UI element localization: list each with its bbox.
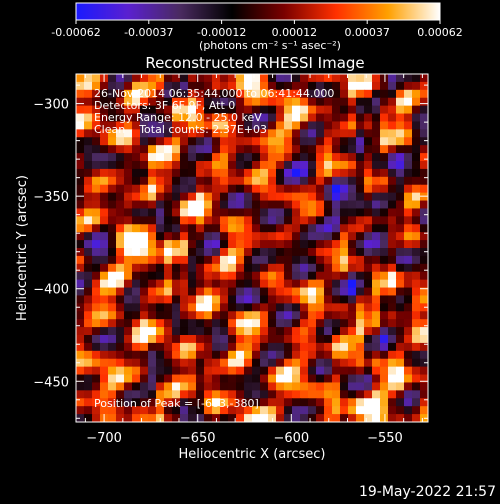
- colorbar-ticks: [75, 20, 441, 24]
- image-map: [76, 74, 428, 422]
- info-clean-counts: Clean Total counts: 2.37E+03: [94, 123, 267, 136]
- footer-timestamp: 19-May-2022 21:57: [359, 484, 496, 500]
- info-detectors: Detectors: 3F 6F 9F, Att 0: [94, 99, 235, 112]
- axis-ticks: [76, 74, 428, 422]
- x-tick-label: −650: [180, 431, 216, 446]
- x-tick-label: −600: [273, 431, 309, 446]
- plot-frame: [75, 73, 429, 423]
- info-time-range: 26-Nov-2014 06:35:44.000 to 06:41:44.000: [94, 87, 334, 100]
- y-tick-label: −350: [33, 190, 69, 205]
- colorbar-tick-label: 0.00037: [344, 26, 390, 39]
- x-tick-label: −550: [367, 431, 403, 446]
- x-axis-label: Heliocentric X (arcsec): [179, 447, 326, 462]
- colorbar-tick-label: -0.00062: [51, 26, 100, 39]
- y-tick-labels: −300 −350 −400 −450: [33, 98, 69, 391]
- x-tick-labels: −700 −650 −600 −550: [86, 431, 403, 446]
- colorbar-tick-labels: -0.00062 -0.00037 -0.00012 0.00012 0.000…: [51, 26, 462, 39]
- plot-title: Reconstructed RHESSI Image: [145, 54, 364, 72]
- colorbar-tick-label: 0.00012: [272, 26, 318, 39]
- colorbar-tick-label: 0.00062: [417, 26, 463, 39]
- info-block: 26-Nov-2014 06:35:44.000 to 06:41:44.000…: [94, 87, 334, 410]
- y-tick-label: −300: [33, 98, 69, 113]
- colorbar-tick-label: -0.00012: [197, 26, 246, 39]
- colorbar-tick-label: -0.00037: [124, 26, 173, 39]
- x-tick-label: −700: [86, 431, 122, 446]
- y-tick-label: −450: [33, 375, 69, 390]
- info-energy-range: Energy Range: 12.0 - 25.0 keV: [94, 111, 262, 124]
- colorbar-unit-label: (photons cm⁻² s⁻¹ asec⁻²): [199, 39, 341, 52]
- y-axis-label: Heliocentric Y (arcsec): [15, 175, 30, 321]
- y-tick-label: −400: [33, 283, 69, 298]
- colorbar: [75, 2, 441, 21]
- peak-position-label: Position of Peak = [-683,-380]: [94, 397, 259, 410]
